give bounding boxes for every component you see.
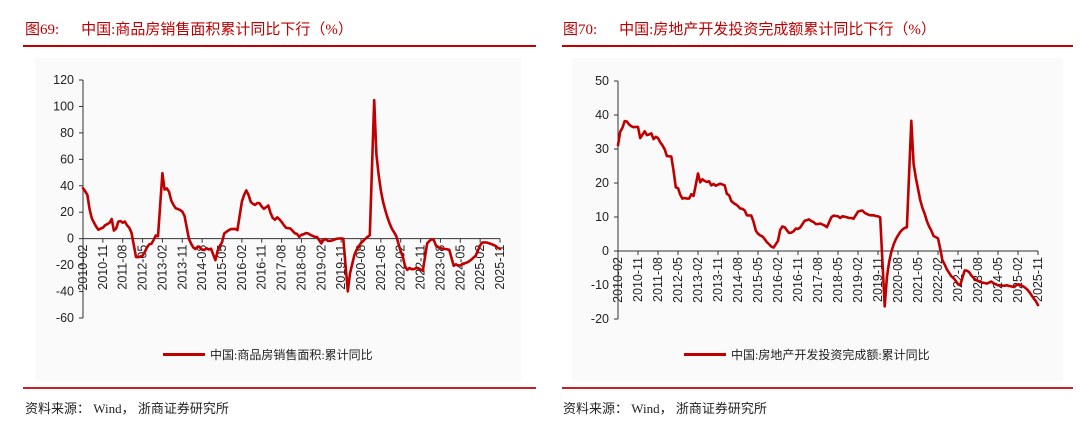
x-tick-label: 2018-05: [831, 257, 845, 303]
y-tick-label: 40: [595, 108, 609, 122]
x-tick-label: 2022-11: [951, 257, 965, 302]
figure-number: 图69:: [25, 22, 60, 38]
sales-area-line-chart: 120 100 80 60 40 20 0 -20 -40 -60 2010-02 2010-11 20…: [53, 73, 507, 325]
legend-line-swatch: [163, 353, 205, 356]
y-tick-label: 20: [60, 205, 74, 219]
y-tick-label: 100: [53, 99, 74, 113]
chart-legend: 中国:房地产开发投资完成额:累计同比: [684, 346, 930, 363]
x-tick-label: 2015-05: [751, 257, 765, 303]
x-tick-label: 2024-05: [453, 245, 467, 291]
x-tick-label: 2014-08: [195, 245, 209, 291]
y-tick-label: -20: [56, 258, 74, 272]
x-tick-label: 2013-11: [175, 245, 189, 290]
y-tick-label: 120: [53, 73, 74, 87]
x-tick-label: 2013-11: [711, 257, 725, 302]
series-line: [81, 98, 502, 293]
x-tick-label: 2012-05: [136, 245, 150, 291]
x-tick-label: 2017-08: [811, 257, 825, 303]
y-tick-label: -60: [56, 311, 74, 325]
x-tick-label: 2019-02: [851, 257, 865, 303]
x-tick-label: 2021-05: [374, 245, 388, 291]
x-tick-label: 2014-08: [731, 257, 745, 303]
y-tick-label: 80: [60, 126, 74, 140]
x-tick-label: 2022-02: [931, 257, 945, 303]
source-note: 资料来源： Wind， 浙商证券研究所: [563, 401, 767, 416]
x-tick-label: 2012-05: [671, 257, 685, 303]
x-tick-label: 2024-05: [991, 257, 1005, 303]
source-note: 资料来源： Wind， 浙商证券研究所: [25, 401, 229, 416]
x-tick-label: 2013-02: [691, 257, 705, 303]
x-tick-label: 2015-05: [215, 245, 229, 291]
x-tick-label: 2016-02: [235, 245, 249, 291]
x-tick-label: 2011-08: [116, 245, 130, 290]
legend-label: 中国:商品房销售面积:累计同比: [210, 348, 373, 362]
figure-caption: 中国:房地产开发投资完成额累计同比下行（%）: [619, 22, 936, 38]
title-divider: [562, 45, 1073, 47]
y-tick-label: 10: [595, 210, 609, 224]
x-tick-label: 2025-02: [473, 245, 487, 291]
source-divider: [562, 387, 1073, 389]
y-tick-label: -10: [591, 278, 609, 292]
x-tick-label: 2013-02: [155, 245, 169, 291]
y-tick-label: 40: [60, 179, 74, 193]
x-tick-label: 2021-05: [911, 257, 925, 303]
figure-70-title: 图70: 中国:房地产开发投资完成额累计同比下行（%）: [563, 18, 936, 39]
y-tick-label: 30: [595, 142, 609, 156]
y-tick-label: 0: [602, 244, 609, 258]
title-divider: [23, 45, 536, 47]
chart-panel: [572, 58, 1063, 381]
figure-number: 图70:: [563, 22, 598, 38]
x-tick-label: 2023-08: [433, 245, 447, 291]
x-tick-label: 2016-02: [771, 257, 785, 303]
x-tick-label: 2017-08: [275, 245, 289, 291]
x-tick-label: 2010-11: [631, 257, 645, 302]
x-tick-label: 2010-02: [611, 257, 625, 303]
x-tick-label: 2022-02: [394, 245, 408, 291]
x-tick-label: 2025-11: [1031, 257, 1045, 302]
x-tick-label: 2016-11: [791, 257, 805, 302]
x-tick-label: 2011-08: [651, 257, 665, 302]
y-tick-label: 60: [60, 152, 74, 166]
x-tick-label: 2010-11: [96, 245, 110, 290]
y-tick-label: -40: [56, 285, 74, 299]
y-tick-label: 20: [595, 176, 609, 190]
x-tick-label: 2025-11: [493, 245, 507, 290]
figure-caption: 中国:商品房销售面积累计同比下行（%）: [81, 22, 353, 38]
x-tick-label: 2025-02: [1011, 257, 1025, 303]
x-tick-label: 2016-11: [255, 245, 269, 290]
chart-legend: 中国:商品房销售面积:累计同比: [163, 346, 373, 363]
source-divider: [23, 387, 536, 389]
figure-69-title: 图69: 中国:商品房销售面积累计同比下行（%）: [25, 18, 353, 39]
x-tick-label: 2020-08: [354, 245, 368, 291]
y-tick-label: 0: [67, 232, 74, 246]
y-tick-label: -20: [591, 312, 609, 326]
legend-label: 中国:房地产开发投资完成额:累计同比: [731, 348, 930, 362]
x-tick-label: 2019-02: [314, 245, 328, 291]
series-line: [616, 119, 1040, 308]
x-tick-label: 2010-02: [76, 245, 90, 291]
x-tick-label: 2020-08: [891, 257, 905, 303]
y-tick-label: 50: [595, 74, 609, 88]
legend-line-swatch: [684, 353, 726, 356]
x-tick-label: 2018-05: [294, 245, 308, 291]
